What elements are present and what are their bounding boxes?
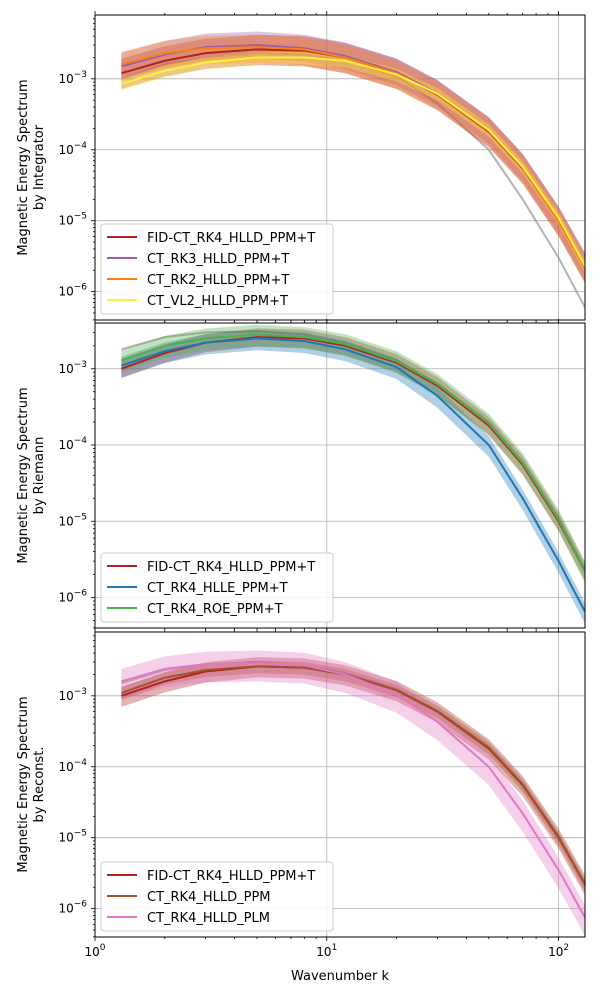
band-ct-vl2-hlld-ppm-t <box>121 51 585 273</box>
y-tick-label: 10−3 <box>58 687 87 703</box>
y-tick-label: 10−4 <box>58 436 87 452</box>
legend-label: FID-CT_RK4_HLLD_PPM+T <box>147 869 315 884</box>
y-tick-label: 10−5 <box>58 829 87 845</box>
legend-label: CT_RK4_HLLE_PPM+T <box>147 581 288 596</box>
band-fid-ct-rk4-hlld-ppm-t <box>121 328 585 581</box>
x-tick-label: 102 <box>548 943 569 959</box>
series-ct-rk4-hlld-ppm <box>121 665 585 885</box>
series-ct-rk4-hlld-plm <box>121 662 585 918</box>
band-ct-rk3-hlld-ppm-t <box>121 31 585 281</box>
series-ct-rk4-hlle-ppm-t <box>121 337 585 613</box>
y-tick-label: 10−5 <box>58 512 87 528</box>
y-axis-label: Magnetic Energy Spectrumby Riemann <box>16 387 47 563</box>
plot-area <box>121 324 585 624</box>
y-tick-label: 10−3 <box>58 360 87 376</box>
band-ct-rk4-hlld-ppm <box>121 660 585 892</box>
legend-label: CT_RK4_HLLD_PLM <box>147 911 270 926</box>
y-axis-label: Magnetic Energy Spectrumby Reconst. <box>16 696 47 872</box>
plot-area <box>121 31 585 308</box>
series-ct-vl2-hlld-ppm-t <box>121 56 585 267</box>
legend-label: CT_RK4_HLLD_PPM <box>147 890 271 905</box>
y-tick-label: 10−3 <box>58 70 87 86</box>
legend-label: CT_RK4_ROE_PPM+T <box>147 602 283 617</box>
y-tick-label: 10−6 <box>58 283 87 299</box>
y-tick-label: 10−6 <box>58 589 87 605</box>
legend-label: CT_VL2_HLLD_PPM+T <box>147 294 288 309</box>
legend <box>100 552 334 623</box>
panel-3: 10−6 10−5 10−4 10−3 Magnetic Energy Spectrum… <box>16 628 586 984</box>
x-tick-label: 100 <box>84 943 105 959</box>
legend <box>100 223 334 315</box>
band-ct-rk4-hlld-plm <box>121 650 585 936</box>
legend-label: FID-CT_RK4_HLLD_PPM+T <box>147 560 315 575</box>
y-tick-label: 10−4 <box>58 141 87 157</box>
band-ct-rk4-hlle-ppm-t <box>121 329 585 624</box>
panel-2: 10−6 10−5 10−4 10−3 Magnetic Energy Spectrum… <box>16 319 586 632</box>
y-tick-label: 10−5 <box>58 212 87 228</box>
x-tick-label: 101 <box>316 943 337 959</box>
legend-label: CT_RK2_HLLD_PPM+T <box>147 273 289 288</box>
series-ct-rk4-roe-ppm-t <box>121 333 585 572</box>
y-axis-label: Magnetic Energy Spectrumby Integrator <box>16 79 47 255</box>
y-tick-label: 10−6 <box>58 900 87 916</box>
x-axis-label: Wavenumber k <box>291 969 390 984</box>
legend-label: FID-CT_RK4_HLLD_PPM+T <box>147 231 315 246</box>
axes-frame <box>94 631 586 938</box>
legend <box>100 861 334 932</box>
plot-area <box>121 650 585 936</box>
y-tick-label: 10−4 <box>58 758 87 774</box>
panel-1: 10−6 10−5 10−4 10−3 Magnetic Energy Spectrum… <box>16 11 586 324</box>
axes-frame <box>94 14 586 321</box>
legend-label: CT_RK3_HLLD_PPM+T <box>147 252 289 267</box>
